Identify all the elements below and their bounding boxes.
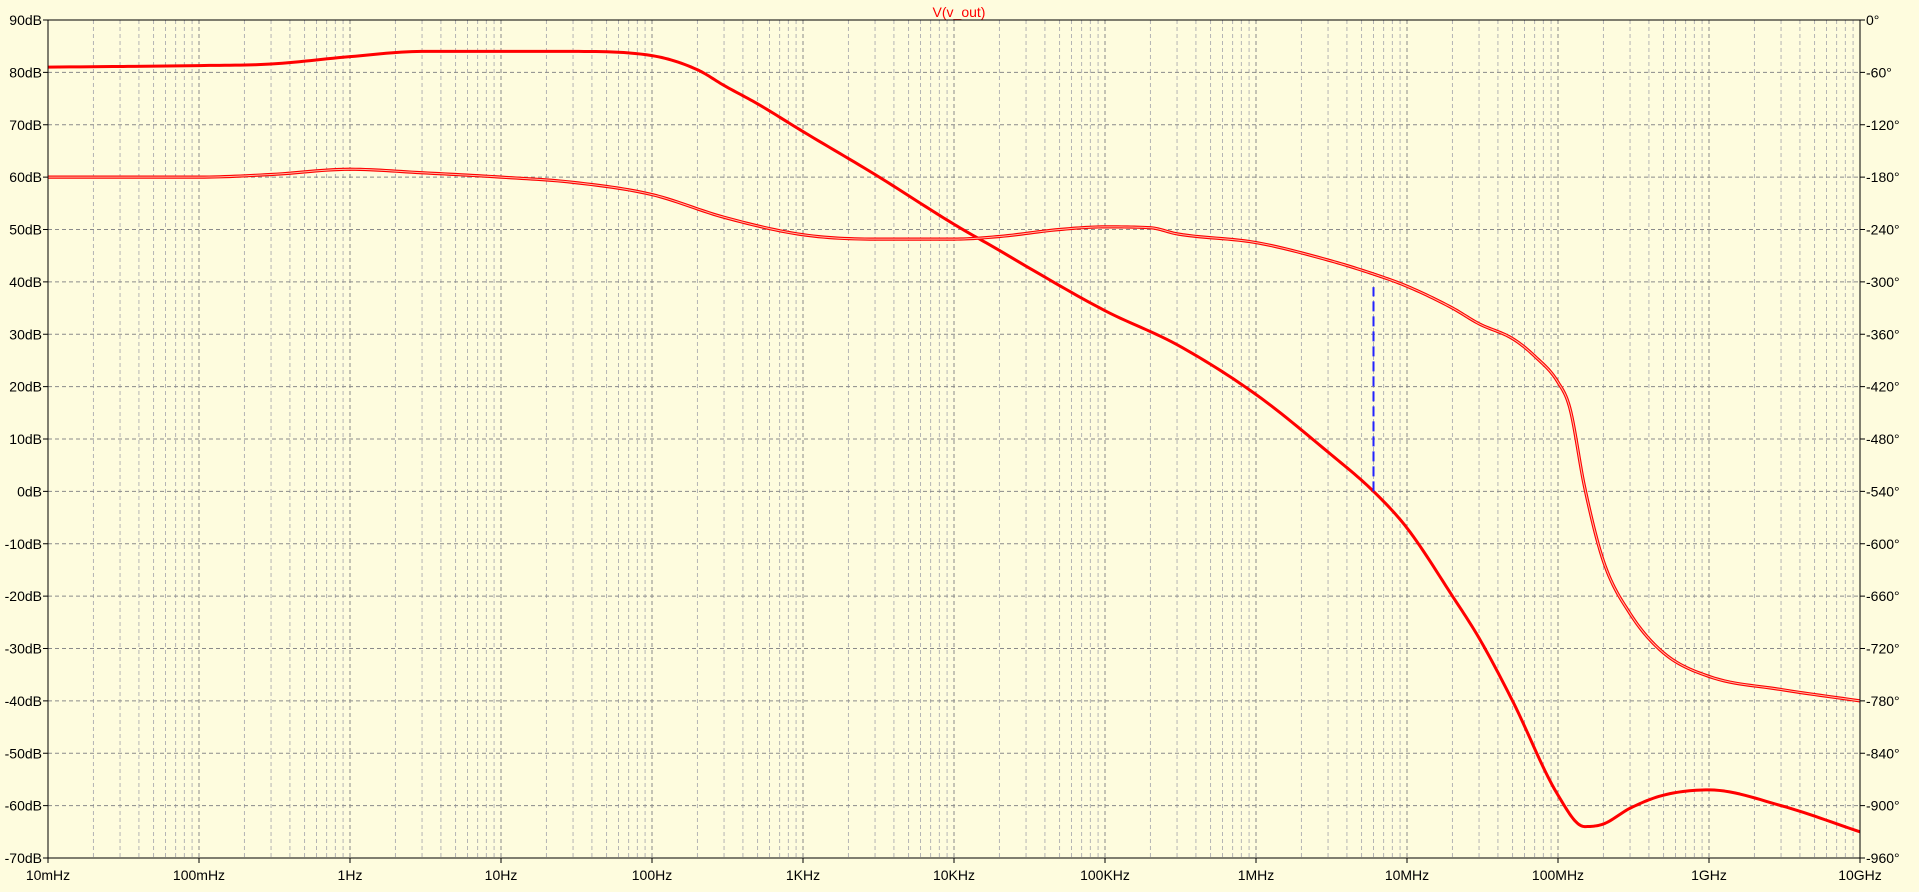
x-axis-tick-labels: 10mHz 100mHz 1Hz 10Hz 100Hz 1KHz 10KHz 100KHz 1M… bbox=[26, 858, 1882, 883]
y-right-tick-label: -60° bbox=[1866, 64, 1892, 80]
y-left-tick-label: 20dB bbox=[9, 379, 42, 395]
y-right-tick-label: -480° bbox=[1866, 431, 1900, 447]
y-right-tick-label: -840° bbox=[1866, 745, 1900, 761]
y-left-tick-label: 30dB bbox=[9, 326, 42, 342]
x-tick-label: 10Hz bbox=[485, 867, 518, 883]
y-left-tick-label: -10dB bbox=[5, 536, 42, 552]
x-tick-label: 1Hz bbox=[338, 867, 363, 883]
y-right-tick-label: -720° bbox=[1866, 641, 1900, 657]
y-right-tick-label: 0° bbox=[1866, 12, 1879, 28]
y-left-tick-label: -30dB bbox=[5, 641, 42, 657]
x-tick-label: 100KHz bbox=[1080, 867, 1130, 883]
y-left-tick-label: 80dB bbox=[9, 64, 42, 80]
y-left-tick-label: 50dB bbox=[9, 222, 42, 238]
y-right-tick-label: -240° bbox=[1866, 222, 1900, 238]
y-left-tick-label: 10dB bbox=[9, 431, 42, 447]
series bbox=[47, 49, 1861, 834]
x-tick-label: 1MHz bbox=[1238, 867, 1275, 883]
y-right-tick-label: -660° bbox=[1866, 588, 1900, 604]
y-right-tick-label: -900° bbox=[1866, 798, 1900, 814]
phase-curve-inner bbox=[48, 168, 1861, 702]
y-right-tick-label: -960° bbox=[1866, 850, 1900, 866]
x-tick-label: 1KHz bbox=[786, 867, 820, 883]
x-tick-label: 1GHz bbox=[1691, 867, 1727, 883]
y-left-tick-label: -50dB bbox=[5, 745, 42, 761]
plot-frame bbox=[47, 19, 1861, 859]
y-right-tick-label: -360° bbox=[1866, 326, 1900, 342]
y-left-tick-label: 40dB bbox=[9, 274, 42, 290]
x-tick-label: 100MHz bbox=[1532, 867, 1584, 883]
x-tick-label: 10KHz bbox=[933, 867, 975, 883]
x-tick-label: 100Hz bbox=[632, 867, 672, 883]
y-left-tick-label: -70dB bbox=[5, 850, 42, 866]
y-left-tick-label: -20dB bbox=[5, 588, 42, 604]
right-axis-tick-labels: 0° -60° -120° -180° -240° -300° -360° -420° -480… bbox=[1860, 12, 1900, 866]
y-left-tick-label: 0dB bbox=[17, 483, 42, 499]
y-right-tick-label: -180° bbox=[1866, 169, 1900, 185]
x-tick-label: 10mHz bbox=[26, 867, 70, 883]
chart-title: V(v_out) bbox=[933, 4, 986, 20]
y-right-tick-label: -300° bbox=[1866, 274, 1900, 290]
y-right-tick-label: -540° bbox=[1866, 483, 1900, 499]
y-right-tick-label: -120° bbox=[1866, 117, 1900, 133]
y-right-tick-label: -780° bbox=[1866, 693, 1900, 709]
y-right-tick-label: -420° bbox=[1866, 379, 1900, 395]
left-axis-tick-labels: 90dB 80dB 70dB 60dB 50dB 40dB 30dB 20dB 10dB 0dB -… bbox=[5, 12, 48, 866]
x-tick-label: 100mHz bbox=[173, 867, 225, 883]
magnitude-curve bbox=[47, 49, 1861, 834]
y-right-tick-label: -600° bbox=[1866, 536, 1900, 552]
y-left-tick-label: 90dB bbox=[9, 12, 42, 28]
x-tick-label: 10MHz bbox=[1385, 867, 1429, 883]
y-left-tick-label: -40dB bbox=[5, 693, 42, 709]
x-tick-label: 10GHz bbox=[1838, 867, 1882, 883]
y-left-tick-label: -60dB bbox=[5, 798, 42, 814]
y-left-tick-label: 70dB bbox=[9, 117, 42, 133]
y-left-tick-label: 60dB bbox=[9, 169, 42, 185]
